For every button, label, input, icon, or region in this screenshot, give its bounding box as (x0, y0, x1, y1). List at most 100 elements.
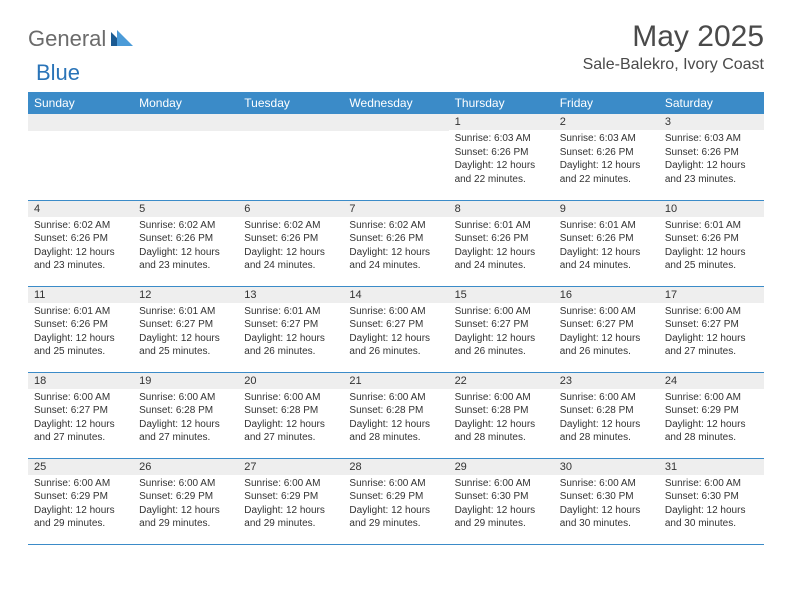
calendar-day-cell: 31Sunrise: 6:00 AMSunset: 6:30 PMDayligh… (659, 458, 764, 544)
sunrise-line: Sunrise: 6:02 AM (139, 219, 232, 233)
day-number: 27 (238, 459, 343, 475)
empty-day (238, 114, 343, 131)
sunrise-line: Sunrise: 6:03 AM (560, 132, 653, 146)
sunset-line: Sunset: 6:26 PM (244, 232, 337, 246)
sunrise-line: Sunrise: 6:00 AM (244, 391, 337, 405)
calendar-day-cell: 9 Sunrise: 6:01 AMSunset: 6:26 PMDaylight… (554, 200, 659, 286)
daylight-line: Daylight: 12 hours and 28 minutes. (665, 418, 758, 445)
empty-day (28, 114, 133, 131)
sunset-line: Sunset: 6:28 PM (244, 404, 337, 418)
day-number: 23 (554, 373, 659, 389)
calendar-day-cell: 12 Sunrise: 6:01 AMSunset: 6:27 PMDayligh… (133, 286, 238, 372)
daylight-line: Daylight: 12 hours and 26 minutes. (455, 332, 548, 359)
calendar-day-cell: 1Sunrise: 6:03 AMSunset: 6:26 PMDaylight… (449, 114, 554, 200)
day-number: 5 (133, 201, 238, 217)
daylight-line: Daylight: 12 hours and 29 minutes. (455, 504, 548, 531)
sunrise-line: Sunrise: 6:00 AM (139, 477, 232, 491)
weekday-header: Monday (133, 92, 238, 114)
daylight-line: Daylight: 12 hours and 24 minutes. (244, 246, 337, 273)
day-details: Sunrise: 6:01 AMSunset: 6:26 PMDaylight:… (28, 305, 133, 359)
calendar-day-cell: 26Sunrise: 6:00 AMSunset: 6:29 PMDayligh… (133, 458, 238, 544)
calendar-day-cell: 21Sunrise: 6:00 AMSunset: 6:28 PMDayligh… (343, 372, 448, 458)
sunset-line: Sunset: 6:28 PM (455, 404, 548, 418)
sunrise-line: Sunrise: 6:00 AM (560, 391, 653, 405)
daylight-line: Daylight: 12 hours and 27 minutes. (34, 418, 127, 445)
day-number: 21 (343, 373, 448, 389)
sunset-line: Sunset: 6:28 PM (349, 404, 442, 418)
day-details: Sunrise: 6:03 AMSunset: 6:26 PMDaylight:… (659, 132, 764, 186)
sunrise-line: Sunrise: 6:00 AM (455, 391, 548, 405)
daylight-line: Daylight: 12 hours and 29 minutes. (349, 504, 442, 531)
sunset-line: Sunset: 6:26 PM (665, 146, 758, 160)
sunrise-line: Sunrise: 6:00 AM (455, 305, 548, 319)
day-details: Sunrise: 6:02 AMSunset: 6:26 PMDaylight:… (28, 219, 133, 273)
day-details: Sunrise: 6:00 AMSunset: 6:29 PMDaylight:… (659, 391, 764, 445)
day-number: 18 (28, 373, 133, 389)
calendar-day-cell: 16Sunrise: 6:00 AMSunset: 6:27 PMDayligh… (554, 286, 659, 372)
logo: General (28, 26, 135, 52)
daylight-line: Daylight: 12 hours and 30 minutes. (665, 504, 758, 531)
day-number: 6 (238, 201, 343, 217)
calendar-day-cell: 27Sunrise: 6:00 AMSunset: 6:29 PMDayligh… (238, 458, 343, 544)
day-number: 7 (343, 201, 448, 217)
day-number: 12 (133, 287, 238, 303)
calendar-day-cell: 10Sunrise: 6:01 AMSunset: 6:26 PMDayligh… (659, 200, 764, 286)
day-number: 14 (343, 287, 448, 303)
sunrise-line: Sunrise: 6:01 AM (244, 305, 337, 319)
sunrise-line: Sunrise: 6:00 AM (349, 391, 442, 405)
daylight-line: Daylight: 12 hours and 29 minutes. (139, 504, 232, 531)
day-details: Sunrise: 6:02 AMSunset: 6:26 PMDaylight:… (343, 219, 448, 273)
calendar-week-row: 18Sunrise: 6:00 AMSunset: 6:27 PMDayligh… (28, 372, 764, 458)
day-number: 9 (554, 201, 659, 217)
empty-day (133, 114, 238, 131)
sunrise-line: Sunrise: 6:03 AM (665, 132, 758, 146)
calendar-day-cell: 18Sunrise: 6:00 AMSunset: 6:27 PMDayligh… (28, 372, 133, 458)
sunrise-line: Sunrise: 6:01 AM (34, 305, 127, 319)
sunrise-line: Sunrise: 6:02 AM (34, 219, 127, 233)
sunset-line: Sunset: 6:27 PM (560, 318, 653, 332)
day-number: 4 (28, 201, 133, 217)
calendar-day-cell (238, 114, 343, 200)
sunset-line: Sunset: 6:30 PM (560, 490, 653, 504)
calendar-week-row: 11Sunrise: 6:01 AMSunset: 6:26 PMDayligh… (28, 286, 764, 372)
day-number: 10 (659, 201, 764, 217)
day-number: 3 (659, 114, 764, 130)
sunrise-line: Sunrise: 6:00 AM (34, 477, 127, 491)
daylight-line: Daylight: 12 hours and 23 minutes. (139, 246, 232, 273)
calendar-day-cell: 25Sunrise: 6:00 AMSunset: 6:29 PMDayligh… (28, 458, 133, 544)
daylight-line: Daylight: 12 hours and 24 minutes. (455, 246, 548, 273)
calendar-day-cell: 6 Sunrise: 6:02 AMSunset: 6:26 PMDaylight… (238, 200, 343, 286)
sunrise-line: Sunrise: 6:02 AM (349, 219, 442, 233)
sunrise-line: Sunrise: 6:00 AM (244, 477, 337, 491)
day-details: Sunrise: 6:01 AMSunset: 6:27 PMDaylight:… (133, 305, 238, 359)
sunset-line: Sunset: 6:29 PM (244, 490, 337, 504)
daylight-line: Daylight: 12 hours and 27 minutes. (665, 332, 758, 359)
calendar-day-cell: 20Sunrise: 6:00 AMSunset: 6:28 PMDayligh… (238, 372, 343, 458)
sunset-line: Sunset: 6:26 PM (455, 232, 548, 246)
daylight-line: Daylight: 12 hours and 27 minutes. (139, 418, 232, 445)
day-details: Sunrise: 6:00 AMSunset: 6:27 PMDaylight:… (554, 305, 659, 359)
day-number: 20 (238, 373, 343, 389)
day-number: 15 (449, 287, 554, 303)
logo-text-blue: Blue (36, 60, 80, 85)
calendar-day-cell: 17Sunrise: 6:00 AMSunset: 6:27 PMDayligh… (659, 286, 764, 372)
calendar-day-cell: 8Sunrise: 6:01 AMSunset: 6:26 PMDaylight… (449, 200, 554, 286)
sunset-line: Sunset: 6:28 PM (560, 404, 653, 418)
calendar-day-cell: 3 Sunrise: 6:03 AMSunset: 6:26 PMDaylight… (659, 114, 764, 200)
daylight-line: Daylight: 12 hours and 25 minutes. (139, 332, 232, 359)
calendar-page: General May 2025 Sale-Balekro, Ivory Coa… (0, 0, 792, 555)
sunset-line: Sunset: 6:26 PM (455, 146, 548, 160)
sunset-line: Sunset: 6:30 PM (665, 490, 758, 504)
sunrise-line: Sunrise: 6:00 AM (34, 391, 127, 405)
calendar-week-row: 25Sunrise: 6:00 AMSunset: 6:29 PMDayligh… (28, 458, 764, 544)
sunset-line: Sunset: 6:29 PM (349, 490, 442, 504)
day-number: 2 (554, 114, 659, 130)
day-details: Sunrise: 6:01 AMSunset: 6:26 PMDaylight:… (554, 219, 659, 273)
sunset-line: Sunset: 6:26 PM (665, 232, 758, 246)
day-number: 28 (343, 459, 448, 475)
sunrise-line: Sunrise: 6:02 AM (244, 219, 337, 233)
calendar-body: 1Sunrise: 6:03 AMSunset: 6:26 PMDaylight… (28, 114, 764, 544)
sunset-line: Sunset: 6:28 PM (139, 404, 232, 418)
sunrise-line: Sunrise: 6:01 AM (560, 219, 653, 233)
calendar-week-row: 4Sunrise: 6:02 AMSunset: 6:26 PMDaylight… (28, 200, 764, 286)
